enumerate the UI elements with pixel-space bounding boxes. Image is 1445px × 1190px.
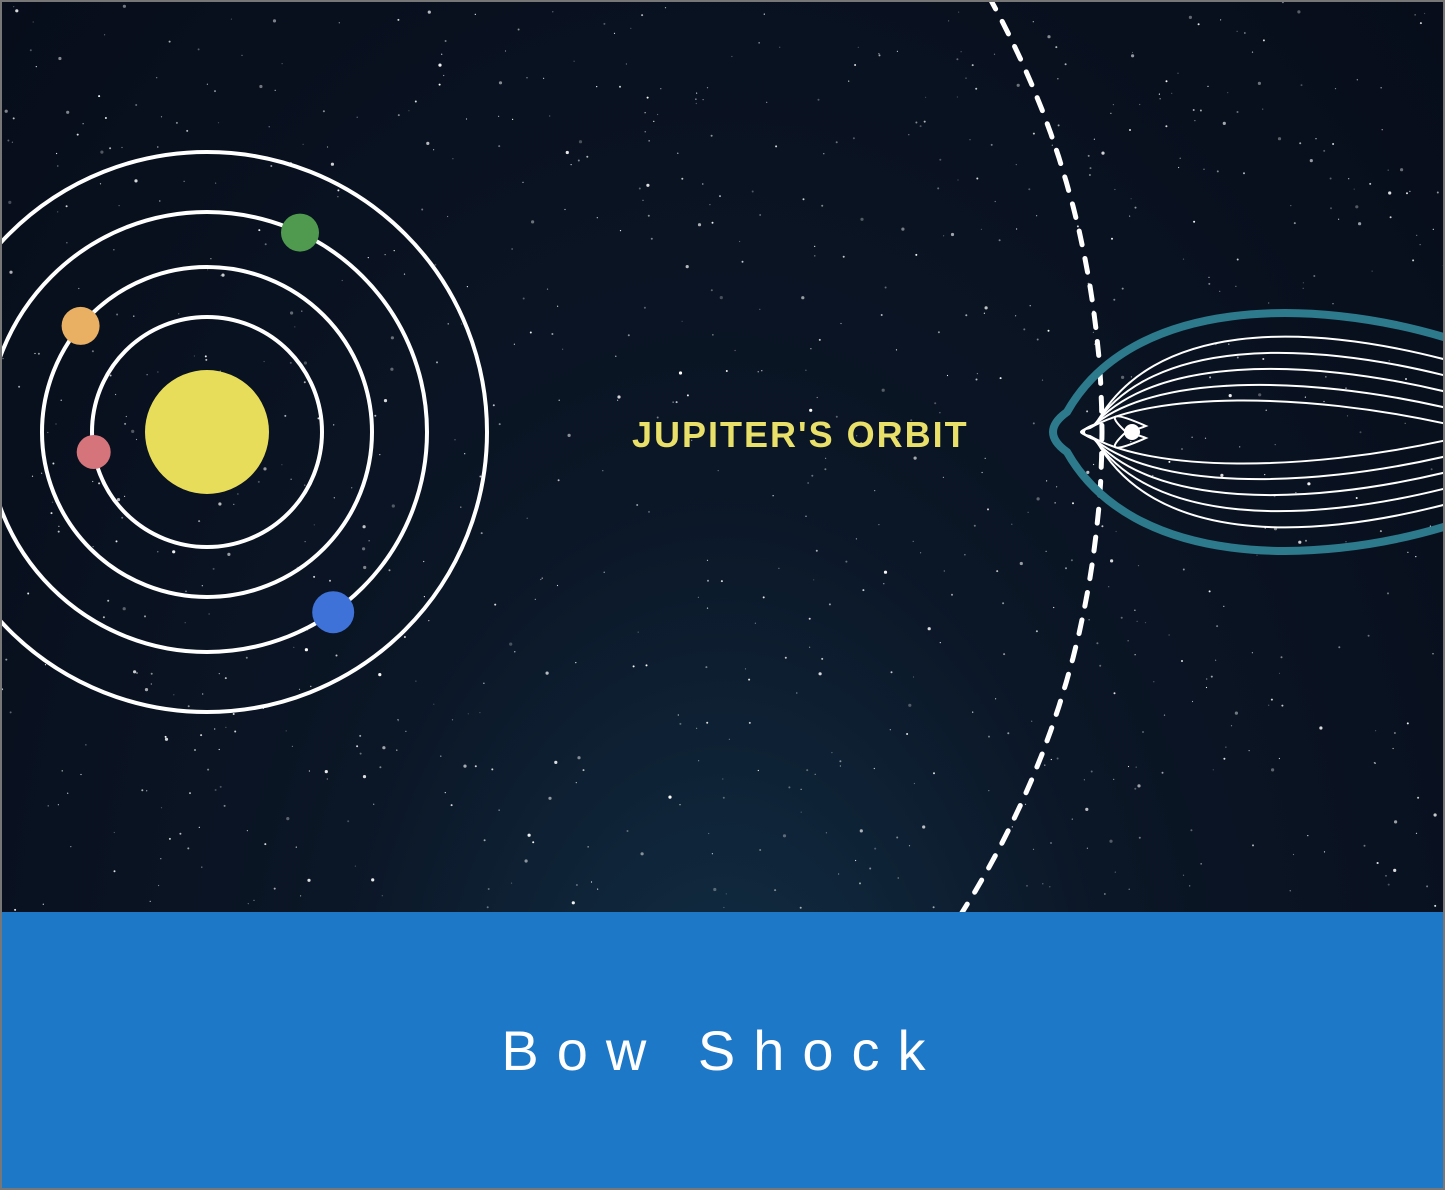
jupiter-orbit-arc <box>585 2 1102 912</box>
planet-mercury <box>77 435 111 469</box>
jupiter-dot <box>1124 424 1140 440</box>
planet-mars <box>312 591 354 633</box>
diagram-frame: JUPITER'S ORBIT Bow Shock <box>0 0 1445 1190</box>
magnetopause <box>1053 313 1443 551</box>
planet-earth <box>281 214 319 252</box>
sun <box>145 370 269 494</box>
jupiter-orbit-label: JUPITER'S ORBIT <box>632 414 969 456</box>
solar-system <box>2 2 1443 912</box>
planet-venus <box>62 307 100 345</box>
caption-text: Bow Shock <box>501 1018 943 1083</box>
caption-bar: Bow Shock <box>2 912 1443 1188</box>
space-region: JUPITER'S ORBIT <box>2 2 1443 912</box>
magnetosphere <box>1053 313 1443 551</box>
